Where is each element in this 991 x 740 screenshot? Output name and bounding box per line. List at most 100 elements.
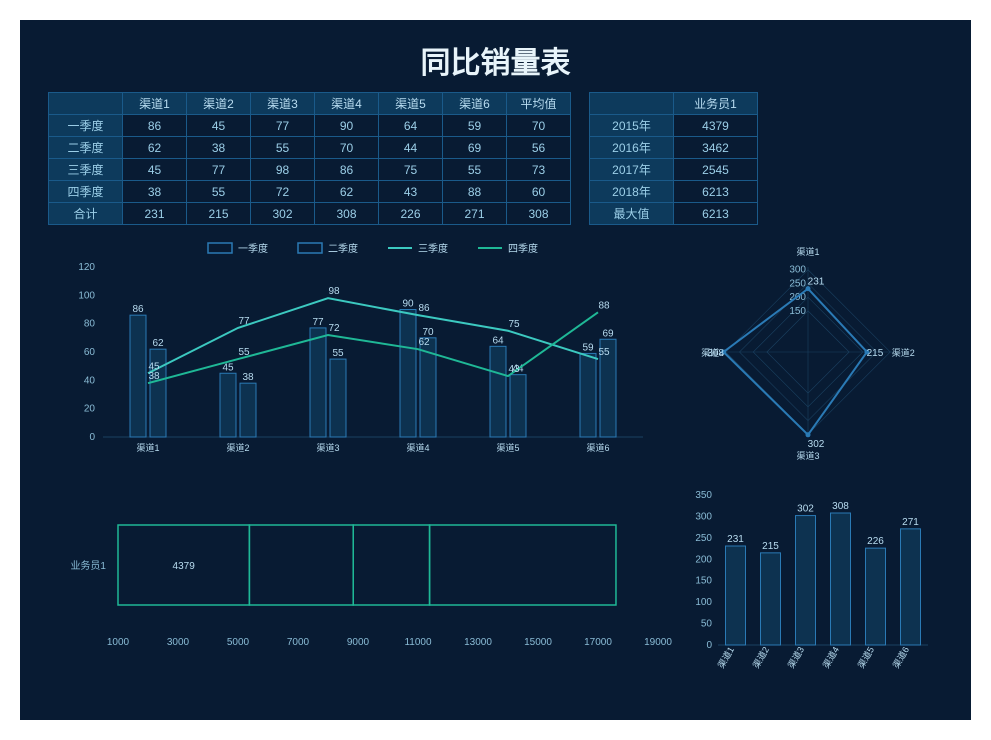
svg-text:302: 302 [797, 504, 814, 515]
svg-text:350: 350 [695, 490, 712, 501]
table-cell: 90 [315, 115, 379, 137]
table-row: 二季度62385570446956 [49, 137, 571, 159]
svg-text:88: 88 [598, 300, 610, 311]
bar-chart: 050100150200250300350231渠道1215渠道2302渠道33… [678, 485, 938, 675]
table-cell: 77 [187, 159, 251, 181]
svg-text:55: 55 [332, 348, 344, 359]
main-table: 渠道1渠道2渠道3渠道4渠道5渠道6平均值一季度86457790645970二季… [48, 92, 571, 225]
svg-text:62: 62 [152, 338, 164, 349]
table-cell: 86 [123, 115, 187, 137]
svg-text:55: 55 [238, 347, 250, 358]
table-cell: 75 [379, 159, 443, 181]
svg-text:43: 43 [508, 364, 520, 375]
table-cell: 55 [187, 181, 251, 203]
table-cell: 45 [123, 159, 187, 181]
svg-text:226: 226 [867, 536, 884, 547]
svg-text:300: 300 [695, 511, 712, 522]
table-cell: 215 [187, 203, 251, 225]
svg-text:69: 69 [602, 328, 614, 339]
svg-text:150: 150 [695, 576, 712, 587]
svg-text:渠道1: 渠道1 [796, 246, 819, 257]
table-cell: 43 [379, 181, 443, 203]
row-header: 2016年 [590, 137, 674, 159]
svg-text:59: 59 [582, 342, 594, 353]
svg-text:渠道4: 渠道4 [406, 442, 429, 453]
svg-text:38: 38 [148, 371, 160, 382]
table-header [590, 93, 674, 115]
table-header: 渠道1 [123, 93, 187, 115]
svg-text:40: 40 [84, 375, 96, 386]
svg-text:二季度: 二季度 [328, 242, 358, 255]
svg-text:四季度: 四季度 [508, 242, 538, 255]
svg-text:100: 100 [78, 290, 95, 301]
table-cell: 88 [443, 181, 507, 203]
svg-text:7000: 7000 [287, 637, 310, 648]
table-cell: 56 [507, 137, 571, 159]
table-cell: 45 [187, 115, 251, 137]
svg-text:5000: 5000 [227, 637, 250, 648]
stacked-bar-chart: 业务员1437910003000500070009000110001300015… [48, 485, 668, 675]
svg-text:231: 231 [727, 534, 744, 545]
row-header: 2017年 [590, 159, 674, 181]
table-cell: 38 [187, 137, 251, 159]
svg-text:86: 86 [132, 304, 144, 315]
svg-text:4379: 4379 [173, 561, 196, 572]
row-header: 三季度 [49, 159, 123, 181]
table-cell: 62 [315, 181, 379, 203]
svg-text:渠道2: 渠道2 [226, 442, 249, 453]
svg-text:98: 98 [328, 286, 340, 297]
table-row: 2018年6213 [590, 181, 758, 203]
table-header: 业务员1 [674, 93, 758, 115]
svg-text:231: 231 [808, 277, 825, 288]
table-cell: 44 [379, 137, 443, 159]
svg-text:渠道5: 渠道5 [855, 645, 876, 670]
table-cell: 6213 [674, 181, 758, 203]
table-header: 渠道3 [251, 93, 315, 115]
chart-row-2: 业务员1437910003000500070009000110001300015… [48, 485, 943, 675]
svg-text:渠道1: 渠道1 [136, 442, 159, 453]
table-cell: 70 [507, 115, 571, 137]
svg-text:80: 80 [84, 319, 96, 330]
table-cell: 308 [315, 203, 379, 225]
svg-text:77: 77 [238, 316, 250, 327]
svg-text:215: 215 [762, 541, 779, 552]
svg-text:11000: 11000 [404, 637, 432, 648]
svg-text:1000: 1000 [107, 637, 130, 648]
svg-text:渠道6: 渠道6 [586, 442, 609, 453]
svg-text:72: 72 [328, 323, 340, 334]
table-cell: 86 [315, 159, 379, 181]
svg-text:3000: 3000 [167, 637, 190, 648]
row-header: 最大值 [590, 203, 674, 225]
dashboard: 同比销量表 渠道1渠道2渠道3渠道4渠道5渠道6平均值一季度8645779064… [20, 20, 971, 720]
table-cell: 60 [507, 181, 571, 203]
table-cell: 77 [251, 115, 315, 137]
table-row: 合计231215302308226271308 [49, 203, 571, 225]
svg-text:渠道2: 渠道2 [892, 347, 915, 358]
svg-text:一季度: 一季度 [238, 242, 268, 255]
table-cell: 70 [315, 137, 379, 159]
svg-text:308: 308 [832, 501, 849, 512]
svg-text:三季度: 三季度 [418, 242, 448, 255]
svg-text:19000: 19000 [644, 637, 672, 648]
row-header: 四季度 [49, 181, 123, 203]
svg-text:0: 0 [706, 640, 712, 651]
svg-text:38: 38 [242, 372, 254, 383]
table-cell: 55 [251, 137, 315, 159]
tables-row: 渠道1渠道2渠道3渠道4渠道5渠道6平均值一季度86457790645970二季… [48, 92, 943, 225]
radar-chart: 150200250300渠道1渠道2渠道3渠道4231215302308 [678, 237, 938, 467]
svg-text:渠道3: 渠道3 [796, 450, 819, 461]
svg-text:业务员1: 业务员1 [70, 559, 106, 572]
table-cell: 38 [123, 181, 187, 203]
table-header [49, 93, 123, 115]
svg-text:150: 150 [789, 306, 806, 317]
svg-text:86: 86 [418, 303, 430, 314]
table-header: 渠道6 [443, 93, 507, 115]
table-cell: 226 [379, 203, 443, 225]
svg-text:20: 20 [84, 404, 96, 415]
table-cell: 2545 [674, 159, 758, 181]
svg-text:渠道1: 渠道1 [715, 645, 736, 670]
svg-text:9000: 9000 [347, 637, 370, 648]
row-header: 二季度 [49, 137, 123, 159]
svg-text:250: 250 [695, 533, 712, 544]
table-row: 2016年3462 [590, 137, 758, 159]
